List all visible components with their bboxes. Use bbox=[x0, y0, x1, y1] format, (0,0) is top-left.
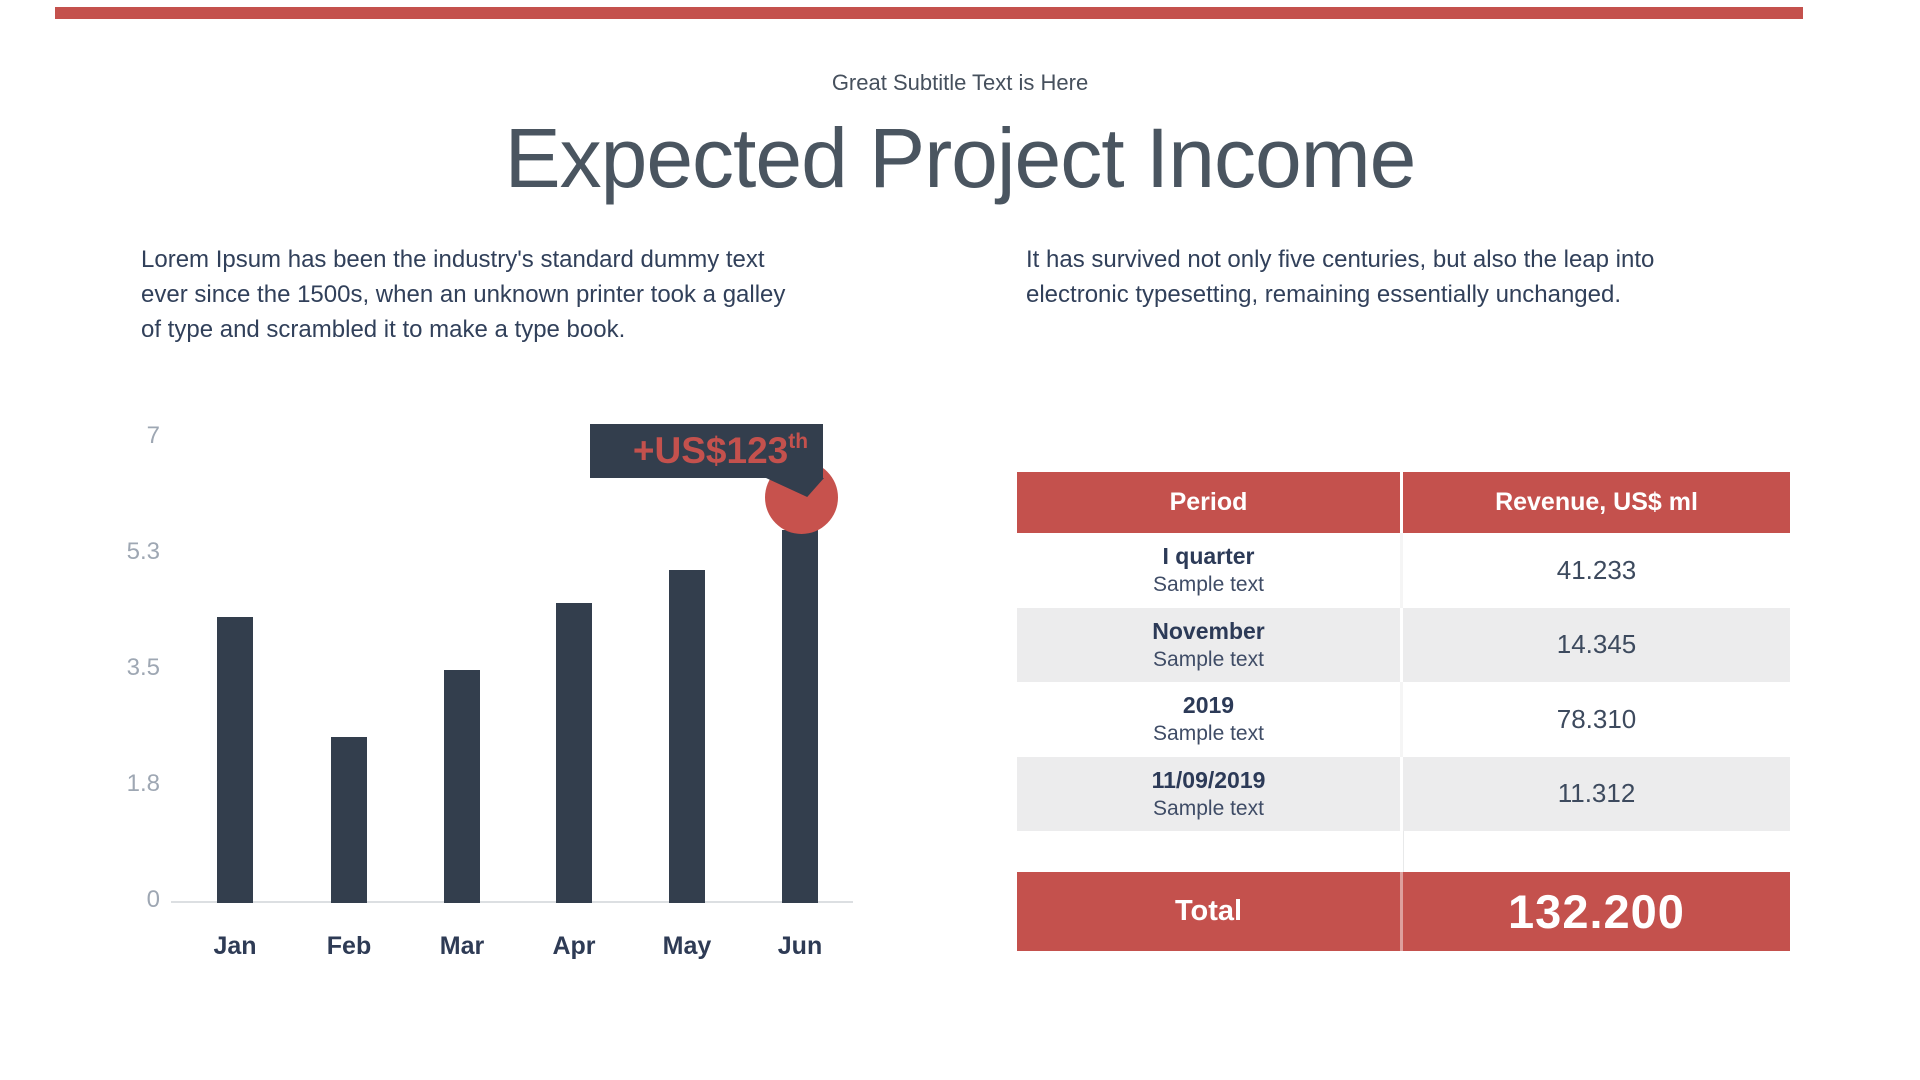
y-axis-tick: 5.3 bbox=[126, 538, 160, 565]
table-spacer bbox=[1017, 831, 1790, 872]
table-total-row: Total 132.200 bbox=[1017, 872, 1790, 951]
x-axis-label-jan: Jan bbox=[213, 932, 257, 960]
total-value: 132.200 bbox=[1508, 885, 1685, 938]
paragraph-line: electronic typesetting, remaining essent… bbox=[1026, 281, 1622, 308]
period-note: Sample text bbox=[1153, 647, 1264, 671]
table-row: 11/09/2019 Sample text 11.312 bbox=[1017, 756, 1790, 831]
revenue-value: 41.233 bbox=[1556, 554, 1637, 585]
period-label: 2019 bbox=[1182, 692, 1235, 719]
intro-paragraph-right: It has survived not only five centuries,… bbox=[1026, 242, 1786, 312]
bar-jan bbox=[217, 617, 253, 903]
x-axis-label-mar: Mar bbox=[439, 932, 485, 960]
table-row: I quarter Sample text 41.233 bbox=[1017, 533, 1790, 608]
x-axis-label-feb: Feb bbox=[326, 932, 372, 960]
y-axis-tick: 3.5 bbox=[126, 654, 160, 681]
period-note: Sample text bbox=[1153, 722, 1264, 746]
bar-jun bbox=[782, 530, 818, 903]
callout-value: +US$123th bbox=[633, 430, 808, 472]
x-axis-label-jun: Jun bbox=[777, 932, 823, 960]
table-header-period: Period bbox=[1017, 472, 1403, 533]
total-label: Total bbox=[1174, 895, 1243, 927]
paragraph-line: ever since the 1500s, when an unknown pr… bbox=[141, 281, 786, 308]
period-note: Sample text bbox=[1153, 573, 1264, 597]
callout-bubble: +US$123th bbox=[590, 424, 823, 478]
bar-feb bbox=[331, 737, 367, 903]
period-label: November bbox=[1152, 617, 1265, 644]
x-axis-label-apr: Apr bbox=[552, 932, 596, 960]
x-axis-label-may: May bbox=[662, 932, 712, 960]
y-axis-tick: 0 bbox=[146, 886, 160, 913]
table-row: November Sample text 14.345 bbox=[1017, 607, 1790, 682]
callout-amount: +US$123 bbox=[632, 430, 789, 471]
x-axis-baseline bbox=[171, 901, 853, 903]
slide-subtitle: Great Subtitle Text is Here bbox=[831, 70, 1089, 95]
y-axis-tick: 1.8 bbox=[126, 770, 160, 797]
table-row: 2019 Sample text 78.310 bbox=[1017, 682, 1790, 757]
table-header-row: Period Revenue, US$ ml bbox=[1017, 472, 1790, 533]
revenue-value: 11.312 bbox=[1557, 778, 1636, 809]
period-label: I quarter bbox=[1162, 543, 1255, 570]
revenue-value: 14.345 bbox=[1556, 629, 1637, 660]
page-title: Expected Project Income bbox=[504, 111, 1417, 205]
callout-superscript: th bbox=[788, 429, 809, 453]
y-axis-tick: 7 bbox=[146, 422, 160, 449]
top-accent-bar bbox=[55, 7, 1803, 19]
paragraph-line: Lorem Ipsum has been the industry's stan… bbox=[141, 246, 765, 273]
period-label: 11/09/2019 bbox=[1151, 766, 1266, 793]
bar-may bbox=[669, 570, 705, 903]
revenue-table: Period Revenue, US$ ml I quarter Sample … bbox=[1017, 472, 1790, 951]
paragraph-line: It has survived not only five centuries,… bbox=[1026, 246, 1655, 273]
revenue-value: 78.310 bbox=[1556, 703, 1637, 734]
bar-apr bbox=[556, 603, 592, 903]
intro-paragraph-left: Lorem Ipsum has been the industry's stan… bbox=[141, 242, 921, 347]
table-header-revenue: Revenue, US$ ml bbox=[1495, 488, 1698, 516]
bar-mar bbox=[444, 670, 480, 903]
period-note: Sample text bbox=[1153, 796, 1264, 820]
paragraph-line: of type and scrambled it to make a type … bbox=[141, 316, 626, 343]
